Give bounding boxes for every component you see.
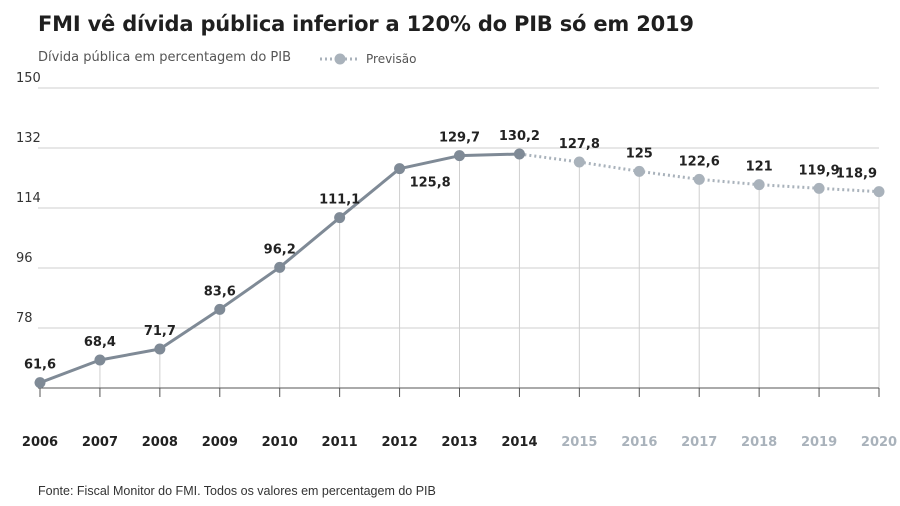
- source-note: Fonte: Fiscal Monitor do FMI. Todos os v…: [38, 484, 436, 498]
- data-point-2015: [573, 156, 585, 168]
- data-point-2010: [274, 261, 286, 273]
- x-tick-label-2006: 2006: [22, 435, 58, 450]
- y-tick-label: 114: [16, 191, 41, 206]
- value-label-2014: 130,2: [499, 129, 540, 144]
- value-label-2011: 111,1: [319, 193, 360, 208]
- x-tick-label-2018: 2018: [741, 435, 777, 450]
- value-label-2009: 83,6: [204, 284, 236, 299]
- x-tick-label-2013: 2013: [441, 435, 477, 450]
- data-point-2011: [334, 212, 346, 224]
- x-tick-label-2012: 2012: [381, 435, 417, 450]
- value-label-2017: 122,6: [679, 154, 720, 169]
- y-tick-label: 150: [16, 71, 41, 86]
- x-tick-label-2017: 2017: [681, 435, 717, 450]
- x-tick-label-2010: 2010: [262, 435, 298, 450]
- data-point-2008: [154, 343, 166, 355]
- value-label-2016: 125: [626, 146, 653, 161]
- data-point-2018: [753, 179, 765, 191]
- value-label-2006: 61,6: [24, 358, 56, 373]
- value-label-2019: 119,9: [799, 163, 840, 178]
- x-tick-label-2007: 2007: [82, 435, 118, 450]
- value-label-2010: 96,2: [264, 242, 296, 257]
- y-tick-label: 96: [16, 251, 33, 266]
- chart-subtitle: Dívida pública em percentagem do PIB: [38, 50, 292, 65]
- data-point-2016: [633, 165, 645, 177]
- value-label-2012: 125,8: [410, 176, 451, 191]
- data-point-2012: [394, 163, 406, 175]
- value-label-2018: 121: [746, 160, 773, 175]
- data-point-2014: [513, 148, 525, 160]
- value-label-2015: 127,8: [559, 137, 600, 152]
- x-tick-label-2009: 2009: [202, 435, 238, 450]
- data-point-2007: [94, 354, 106, 366]
- value-label-2013: 129,7: [439, 131, 480, 146]
- x-tick-label-2008: 2008: [142, 435, 178, 450]
- y-tick-label: 132: [16, 131, 41, 146]
- x-tick-label-2016: 2016: [621, 435, 657, 450]
- x-tick-label-2019: 2019: [801, 435, 837, 450]
- value-label-2008: 71,7: [144, 324, 176, 339]
- legend-forecast-label: Previsão: [366, 52, 417, 66]
- data-point-2020: [873, 186, 885, 198]
- x-tick-label-2020: 2020: [861, 435, 897, 450]
- legend-forecast-swatch: [320, 53, 360, 65]
- value-label-2020: 118,9: [836, 167, 877, 182]
- chart-title: FMI vê dívida pública inferior a 120% do…: [38, 12, 694, 36]
- x-tick-label-2015: 2015: [561, 435, 597, 450]
- data-point-2013: [454, 150, 465, 162]
- data-point-2019: [813, 182, 825, 194]
- data-point-2009: [214, 303, 226, 315]
- x-tick-label-2011: 2011: [322, 435, 358, 450]
- data-point-2017: [693, 173, 705, 185]
- data-point-2006: [34, 377, 46, 389]
- x-tick-label-2014: 2014: [501, 435, 537, 450]
- value-label-2007: 68,4: [84, 335, 116, 350]
- legend: Previsão: [320, 49, 416, 69]
- y-tick-label: 78: [16, 311, 33, 326]
